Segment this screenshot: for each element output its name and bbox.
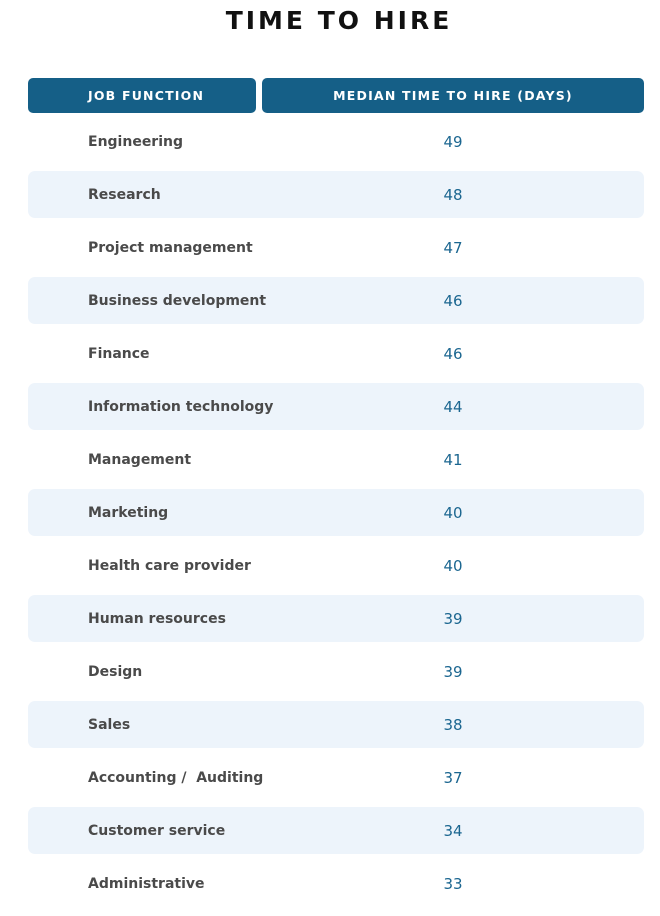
table-row: Sales 38 [28, 701, 644, 748]
job-function-cell: Design [88, 663, 143, 680]
median-days-cell: 33 [443, 874, 463, 893]
table-row: Administrative 33 [28, 860, 644, 907]
median-days-cell: 41 [443, 450, 463, 469]
job-function-cell: Marketing [88, 504, 169, 521]
median-days-cell: 47 [443, 238, 463, 257]
median-days-cell: 38 [443, 715, 463, 734]
job-function-cell: Management [88, 451, 192, 468]
median-days-cell: 39 [443, 662, 463, 681]
table-row: Finance 46 [28, 330, 644, 377]
job-function-cell: Customer service [88, 822, 226, 839]
table-row: Accounting / Auditing 37 [28, 754, 644, 801]
job-function-cell: Human resources [88, 610, 226, 627]
table-row: Management 41 [28, 436, 644, 483]
table-row: Engineering 49 [28, 118, 644, 165]
table-row: Research 48 [28, 171, 644, 218]
job-function-cell: Information technology [88, 398, 274, 415]
table-row: Health care provider 40 [28, 542, 644, 589]
median-days-cell: 40 [443, 556, 463, 575]
median-days-cell: 40 [443, 503, 463, 522]
median-days-cell: 46 [443, 344, 463, 363]
median-days-cell: 46 [443, 291, 463, 310]
job-function-cell: Research [88, 186, 161, 203]
table-row: Customer service 34 [28, 807, 644, 854]
median-days-cell: 34 [443, 821, 463, 840]
chart-title: TIME TO HIRE [225, 6, 453, 35]
table-row: Project management 47 [28, 224, 644, 271]
median-days-cell: 49 [443, 132, 463, 151]
job-function-cell: Business development [88, 292, 267, 309]
job-function-cell: Sales [88, 716, 131, 733]
header-job-function: JOB FUNCTION [28, 78, 256, 113]
table-header: JOB FUNCTION MEDIAN TIME TO HIRE (DAYS) [28, 78, 644, 113]
time-to-hire-table: JOB FUNCTION MEDIAN TIME TO HIRE (DAYS) … [28, 78, 644, 913]
table-row: Human resources 39 [28, 595, 644, 642]
table-row: Design 39 [28, 648, 644, 695]
job-function-cell: Administrative [88, 875, 205, 892]
table-row: Information technology 44 [28, 383, 644, 430]
job-function-cell: Health care provider [88, 557, 251, 574]
median-days-cell: 44 [443, 397, 463, 416]
table-row: Business development 46 [28, 277, 644, 324]
median-days-cell: 39 [443, 609, 463, 628]
job-function-cell: Project management [88, 239, 253, 256]
median-days-cell: 48 [443, 185, 463, 204]
table-body: Engineering 49 Research 48 Project managemen… [28, 118, 644, 907]
header-median-time: MEDIAN TIME TO HIRE (DAYS) [262, 78, 644, 113]
table-row: Marketing 40 [28, 489, 644, 536]
job-function-cell: Engineering [88, 133, 183, 150]
median-days-cell: 37 [443, 768, 463, 787]
job-function-cell: Finance [88, 345, 150, 362]
job-function-cell: Accounting / Auditing [88, 769, 264, 786]
